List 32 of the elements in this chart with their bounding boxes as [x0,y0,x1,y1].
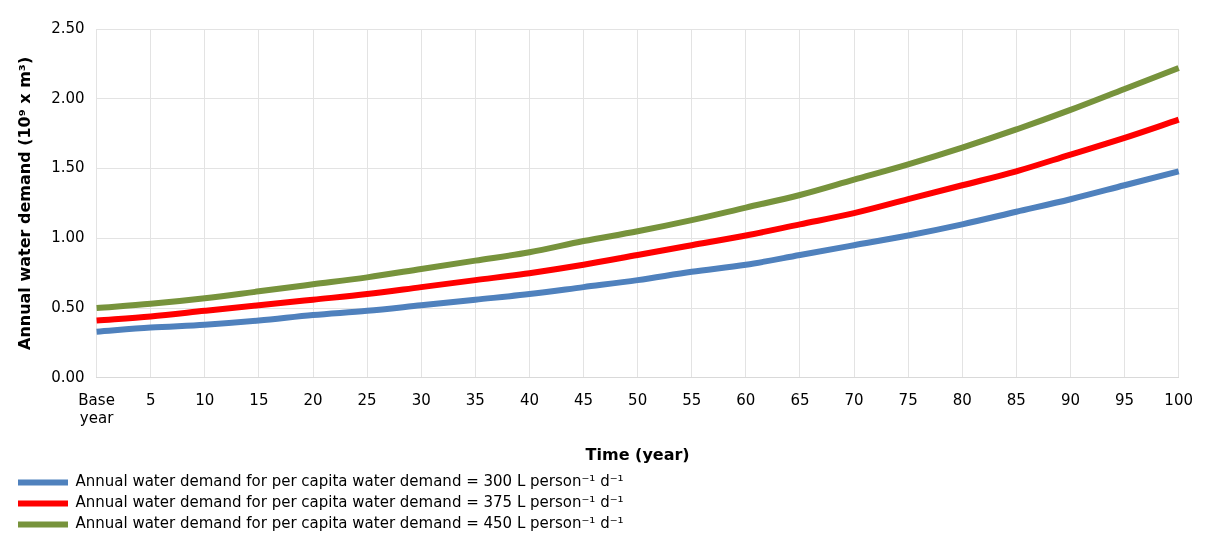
x-tick-label: 85 [1006,390,1026,409]
x-axis-title: Time (year) [585,444,690,464]
legend-label: Annual water demand for per capita water demand = 300 L person⁻¹ d⁻¹ [75,472,624,491]
y-tick-label: 0.00 [51,367,85,386]
legend-label: Annual water demand for per capita water demand = 450 L person⁻¹ d⁻¹ [75,514,624,533]
x-tick-label: 15 [249,390,269,409]
x-tick-label: 60 [736,390,756,409]
x-tick-label: 70 [844,390,864,409]
y-axis-title: Annual water demand (10⁹ x m³) [14,56,34,350]
x-tick-label: 10 [195,390,215,409]
x-tick-label: 50 [628,390,648,409]
y-tick-label: 0.50 [51,297,85,316]
y-tick-label: 2.00 [51,88,85,107]
x-tick-label: 55 [682,390,702,409]
x-tick-label: Base year [78,390,115,427]
x-tick-label: 75 [898,390,918,409]
legend-label: Annual water demand for per capita water demand = 375 L person⁻¹ d⁻¹ [75,493,624,512]
x-tick-label: 20 [303,390,323,409]
x-tick-label: 45 [573,390,594,409]
x-tick-label: 100 [1164,390,1194,409]
y-tick-label: 1.50 [51,158,85,177]
x-tick-label: 5 [145,390,156,409]
x-tick-label: 65 [790,390,810,409]
y-tick-label: 2.50 [51,18,85,37]
x-tick-label: 80 [952,390,972,409]
x-tick-label: 25 [357,390,377,409]
x-tick-label: 30 [411,390,431,409]
x-tick-label: 35 [465,390,485,409]
x-tick-label: 95 [1115,390,1135,409]
x-tick-label: 40 [519,390,539,409]
x-tick-label: 90 [1060,390,1081,409]
y-tick-label: 1.00 [51,228,85,247]
